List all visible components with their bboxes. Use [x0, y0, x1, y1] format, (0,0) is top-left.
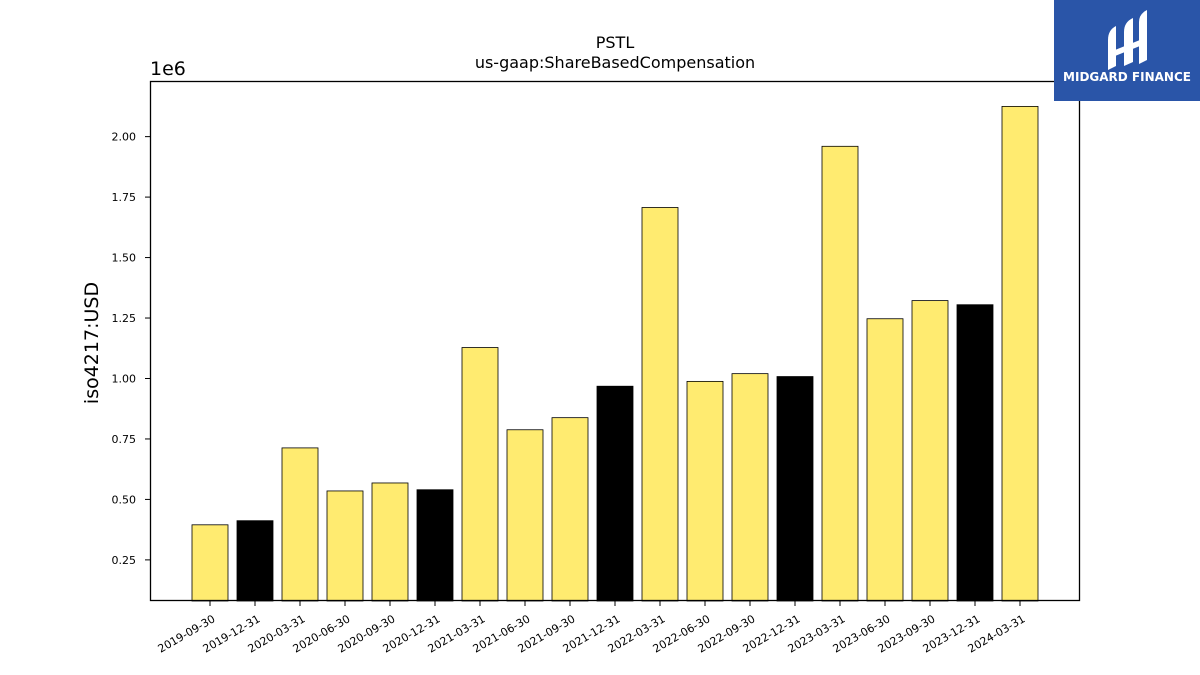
bar-2023-12-31 — [956, 304, 994, 602]
bar-2023-03-31 — [821, 145, 859, 602]
bar-2023-06-30 — [866, 318, 904, 602]
bar-2021-09-30 — [551, 417, 589, 602]
y-multiplier-label: 1e6 — [150, 58, 186, 80]
bar-2020-12-31 — [416, 489, 454, 602]
x-axis: 2019-09-302019-12-312020-03-312020-06-30… — [156, 601, 1028, 656]
bar-2021-03-31 — [461, 347, 499, 602]
bar-2021-12-31 — [596, 385, 634, 602]
y-tick-label: 1.75 — [112, 191, 137, 204]
bar-2022-12-31 — [776, 376, 814, 602]
y-tick-label: 0.25 — [112, 554, 137, 567]
bar-2022-03-31 — [641, 207, 679, 602]
bar-2019-09-30 — [191, 524, 229, 602]
y-axis-label: iso4217:USD — [81, 282, 103, 404]
bar-2020-09-30 — [371, 482, 409, 602]
y-tick-label: 1.50 — [112, 252, 137, 265]
bar-2019-12-31 — [236, 520, 274, 602]
logo-text: MIDGARD FINANCE — [1063, 70, 1191, 84]
logo-mark-icon — [1108, 10, 1147, 70]
chart-title: PSTL — [596, 33, 635, 52]
bar-2022-09-30 — [731, 373, 769, 602]
bar-2021-06-30 — [506, 429, 544, 602]
y-tick-label: 2.00 — [112, 131, 137, 144]
y-axis: 0.25 0.50 0.75 1.00 1.25 1.50 1.75 2.00 — [112, 131, 150, 567]
chart-subtitle: us-gaap:ShareBasedCompensation — [475, 53, 755, 72]
bars-group — [191, 105, 1039, 602]
bar-2024-03-31 — [1001, 105, 1039, 602]
y-tick-label: 1.25 — [112, 312, 137, 325]
y-tick-label: 0.75 — [112, 433, 137, 446]
y-tick-label: 0.50 — [112, 493, 137, 506]
plot-frame — [149, 80, 1081, 602]
bar-2022-06-30 — [686, 380, 724, 602]
midgard-finance-logo: MIDGARD FINANCE — [1054, 0, 1200, 101]
bar-2020-03-31 — [281, 447, 319, 602]
y-tick-label: 1.00 — [112, 372, 137, 385]
bar-2023-09-30 — [911, 300, 949, 602]
bar-2020-06-30 — [326, 490, 364, 602]
